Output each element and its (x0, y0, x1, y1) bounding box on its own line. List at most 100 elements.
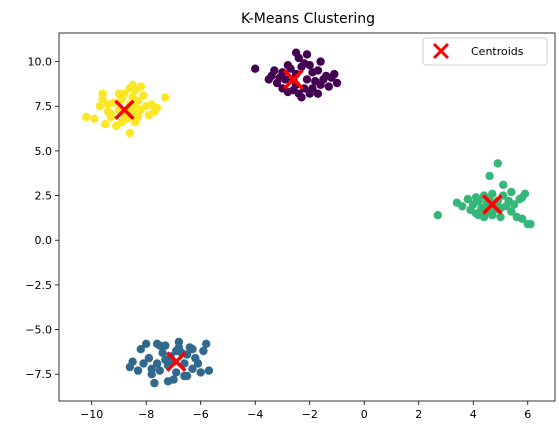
cluster-0-point (305, 60, 314, 70)
cluster-1-point (152, 359, 162, 368)
x-tick-label: 2 (415, 408, 422, 421)
centroid-marker (114, 99, 135, 121)
legend-box (422, 37, 548, 66)
cluster-0-point (313, 89, 323, 98)
cluster-2-point (433, 211, 442, 220)
cluster-0-point (324, 82, 333, 91)
cluster-1-point (163, 377, 173, 386)
cluster-2-point (499, 180, 508, 189)
legend-marker-x-icon (432, 42, 450, 60)
cluster-1-point (188, 364, 197, 373)
x-tick-label: −8 (138, 408, 154, 421)
cluster-3-point (152, 103, 162, 113)
y-tick-label: −5.0 (25, 324, 52, 337)
y-tick-label: −2.5 (25, 279, 52, 292)
cluster-1-point (199, 346, 208, 356)
centroid-marker (482, 194, 503, 215)
cluster-1-point (202, 339, 211, 348)
cluster-1-point (196, 368, 205, 377)
cluster-1-point (152, 339, 162, 348)
cluster-3-point (106, 109, 116, 118)
y-tick-label: 0.0 (35, 234, 53, 247)
cluster-0-point (264, 75, 273, 84)
cluster-0-point (302, 50, 312, 59)
cluster-1-point (172, 368, 181, 377)
cluster-1-point (133, 366, 143, 375)
x-tick-label: −6 (193, 408, 209, 421)
cluster-2-point (509, 200, 519, 209)
y-tick-label: 10.0 (28, 56, 53, 69)
cluster-1-point (155, 366, 164, 375)
cluster-0-point (308, 84, 317, 93)
cluster-1-point (144, 353, 154, 363)
chart-title: K-Means Clustering (241, 11, 375, 27)
cluster-3-point (103, 100, 113, 109)
x-tick-label: −2 (302, 408, 318, 421)
cluster-1-point (161, 355, 170, 365)
centroid-markers (114, 69, 503, 372)
x-tick-label: −4 (247, 408, 263, 421)
cluster-3-point (101, 119, 110, 129)
cluster-3-point (136, 82, 145, 91)
cluster-0-point (270, 66, 279, 75)
cluster-0-point (291, 48, 301, 57)
cluster-2-point (474, 196, 483, 206)
cluster-1-point (158, 348, 167, 357)
centroid-marker (165, 351, 187, 372)
cluster-1-point (150, 378, 159, 388)
cluster-0-point (332, 78, 342, 88)
cluster-2-point (507, 187, 516, 197)
cluster-3-point (117, 118, 126, 127)
cluster-3-point (82, 112, 91, 122)
cluster-3-point (133, 96, 143, 106)
cluster-0-point (316, 57, 325, 66)
cluster-1-point (188, 345, 197, 354)
cluster-1-point (182, 350, 192, 359)
cluster-3-point (98, 89, 107, 98)
x-tick-label: 0 (361, 408, 368, 421)
legend-label-centroids: Centroids (471, 45, 524, 58)
cluster-3-point (125, 128, 135, 138)
cluster-2-point (518, 214, 527, 223)
cluster-3-point (131, 118, 140, 127)
legend: Centroids (422, 37, 548, 66)
cluster-1-point (204, 366, 214, 375)
cluster-2-point (474, 211, 483, 220)
cluster-1-point (193, 359, 203, 368)
cluster-0-point (283, 60, 293, 70)
centroid-marker (283, 69, 304, 90)
cluster-3-point (139, 91, 148, 100)
cluster-0-point (330, 69, 339, 79)
x-tick-label: −10 (80, 408, 103, 421)
cluster-1-point (147, 364, 156, 373)
cluster-2-point (496, 212, 505, 222)
cluster-1-point (136, 345, 145, 354)
y-tick-label: 7.5 (35, 100, 53, 113)
cluster-1-point (139, 359, 148, 368)
cluster-2-point (507, 207, 516, 216)
cluster-0-point (275, 73, 284, 82)
cluster-2-point (526, 219, 535, 229)
y-tick-label: 2.5 (35, 190, 53, 203)
cluster-0-point (251, 64, 260, 73)
cluster-3-point (114, 89, 124, 98)
data-points (82, 48, 535, 388)
y-tick-label: 5.0 (35, 145, 53, 158)
cluster-3-point (90, 114, 99, 123)
cluster-3-point (95, 102, 105, 111)
x-tick-label: 6 (524, 408, 531, 421)
y-axis-ticks: −7.5 −5.0 −2.5 0.0 2.5 5.0 7.5 10.0 (25, 56, 59, 381)
cluster-0-point (313, 66, 323, 75)
cluster-2-point (452, 198, 462, 207)
cluster-1-point (172, 346, 181, 356)
cluster-2-point (518, 193, 527, 202)
y-tick-label: −7.5 (25, 368, 52, 381)
cluster-0-point (302, 75, 312, 84)
cluster-1-point (128, 357, 137, 366)
cluster-2-point (485, 171, 494, 181)
x-tick-label: 4 (470, 408, 477, 421)
plot-frame (58, 32, 556, 402)
x-axis-ticks: −10 −8 −6 −4 −2 0 2 4 6 (80, 401, 531, 421)
cluster-3-point (128, 80, 137, 90)
